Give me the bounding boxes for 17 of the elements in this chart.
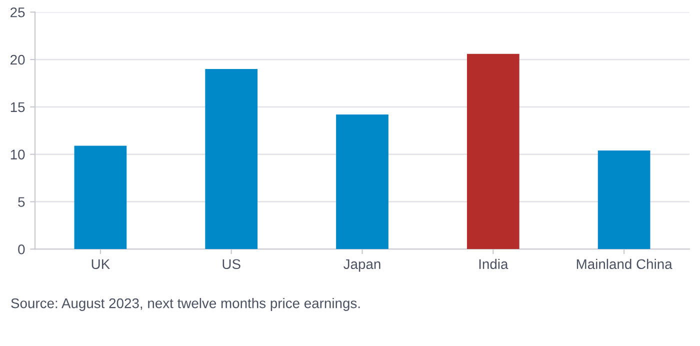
x-tick-label: Mainland China <box>576 258 672 270</box>
bar <box>336 114 388 250</box>
y-tick-label: 25 <box>10 7 25 18</box>
bar <box>205 68 258 250</box>
x-tick-label: India <box>479 258 508 270</box>
source-note: Source: August 2023, next twelve months price earnings. <box>11 298 360 311</box>
y-tick-label: 15 <box>10 102 25 112</box>
y-tick-label: 5 <box>18 197 25 207</box>
x-tick-label: US <box>222 259 240 270</box>
y-tick-label: 10 <box>10 150 25 160</box>
bar <box>466 54 520 250</box>
bar <box>598 150 650 250</box>
x-tick-label: Japan <box>344 259 380 272</box>
x-tick-label: UK <box>92 259 110 270</box>
bar <box>74 146 127 250</box>
y-tick-label: 20 <box>10 54 25 65</box>
y-tick-label: 0 <box>18 244 25 254</box>
